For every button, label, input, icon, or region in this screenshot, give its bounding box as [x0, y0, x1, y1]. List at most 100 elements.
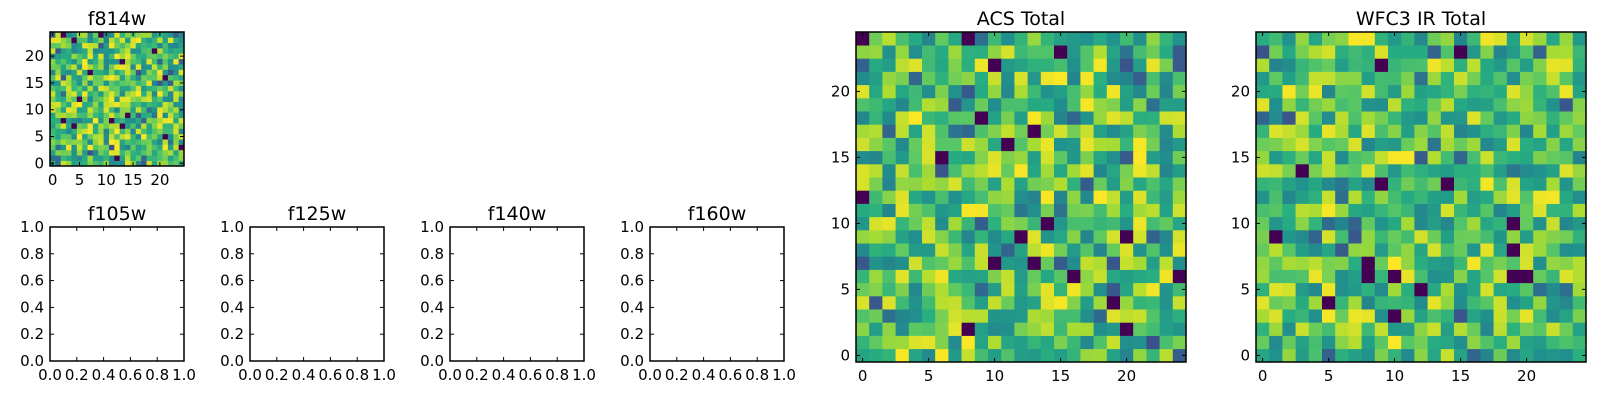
heatmap-cell [1256, 335, 1270, 350]
heatmap-cell [1146, 216, 1160, 231]
heatmap-cell [1493, 58, 1508, 72]
panel-title: WFC3 IR Total [1356, 8, 1486, 30]
heatmap-cell [162, 107, 169, 113]
heatmap-cell [1256, 190, 1270, 204]
heatmap-cell [50, 139, 56, 145]
heatmap-cell [87, 123, 94, 129]
heatmap-cell [125, 117, 131, 124]
heatmap-cell [157, 42, 163, 49]
heatmap-cell [1480, 124, 1494, 138]
heatmap-cell [119, 53, 126, 60]
heatmap-cell [1067, 32, 1081, 46]
heatmap-cell [71, 160, 78, 167]
heatmap-cell [1335, 296, 1349, 310]
heatmap-cell [1546, 84, 1560, 99]
heatmap-cell [1282, 203, 1296, 218]
heatmap-cell [922, 190, 936, 204]
heatmap-cell [1374, 282, 1389, 297]
heatmap-cell [922, 269, 936, 284]
heatmap-cell [908, 177, 923, 191]
heatmap-cell [1014, 216, 1028, 231]
heatmap-cell [1388, 58, 1402, 72]
heatmap-cell [1572, 164, 1587, 178]
heatmap-cell [130, 96, 137, 102]
heatmap-cell [856, 98, 870, 112]
heatmap-cell [55, 85, 62, 92]
heatmap-cell [869, 164, 883, 178]
heatmap-cell [173, 144, 179, 151]
heatmap-cell [135, 128, 142, 135]
heatmap-cell [55, 32, 62, 38]
heatmap-cell [1001, 322, 1015, 336]
heatmap-cell [66, 53, 72, 60]
heatmap-cell [1120, 309, 1134, 323]
heatmap-cell [157, 48, 163, 54]
heatmap-cell [1427, 111, 1442, 125]
heatmap-cell [178, 37, 185, 44]
heatmap-cell [948, 177, 962, 191]
heatmap-cell [1493, 177, 1508, 191]
heatmap-cell [151, 128, 158, 135]
heatmap-cell [1080, 58, 1094, 72]
heatmap-cell [130, 85, 137, 92]
heatmap-cell [1414, 58, 1428, 72]
heatmap-cell [1133, 269, 1147, 284]
heatmap-cell [1133, 58, 1147, 72]
heatmap-cell [71, 69, 78, 76]
heatmap-cell [974, 45, 989, 59]
heatmap-cell [1093, 58, 1108, 72]
heatmap-cell [1506, 164, 1521, 178]
heatmap-cell [882, 124, 896, 138]
heatmap-cell [60, 160, 67, 167]
heatmap-cell [1454, 177, 1468, 191]
y-tick-label: 0.4 [620, 298, 644, 316]
y-tick-label: 15 [1231, 148, 1250, 166]
heatmap-cell [87, 74, 94, 81]
heatmap-cell [1401, 282, 1415, 297]
heatmap-cell [1440, 84, 1455, 99]
heatmap-cell [988, 269, 1002, 284]
heatmap-cell [1374, 216, 1389, 231]
heatmap-cell [1427, 282, 1442, 297]
heatmap-cell [1093, 98, 1108, 112]
heatmap-cell [141, 53, 147, 60]
heatmap-cell [1467, 203, 1481, 218]
heatmap-cell [1533, 124, 1547, 138]
heatmap-cell [1159, 32, 1174, 46]
heatmap-cell [974, 230, 989, 244]
heatmap-cell [1054, 124, 1068, 138]
heatmap-cell [1572, 177, 1587, 191]
heatmap-cell [988, 243, 1002, 257]
heatmap-cell [55, 139, 62, 145]
heatmap-cell [1067, 243, 1081, 257]
heatmap-cell [1014, 150, 1028, 165]
heatmap-cell [1172, 216, 1187, 231]
heatmap-cell [1348, 282, 1362, 297]
heatmap-cell [988, 177, 1002, 191]
heatmap-cell [1401, 84, 1415, 99]
heatmap-cell [1120, 164, 1134, 178]
heatmap-cell [1467, 84, 1481, 99]
heatmap-cell [55, 96, 62, 102]
heatmap-cell [908, 111, 923, 125]
heatmap-cell [114, 128, 120, 135]
heatmap-cell [119, 85, 126, 92]
heatmap-cell [146, 69, 153, 76]
heatmap-cell [1106, 243, 1121, 257]
heatmap-cell [1146, 348, 1160, 363]
heatmap-cell [98, 139, 104, 145]
heatmap-cell [55, 37, 62, 44]
heatmap-cell [1014, 177, 1028, 191]
heatmap-cell [1401, 296, 1415, 310]
heatmap-cell [1027, 124, 1042, 138]
heatmap-cell [1361, 124, 1376, 138]
heatmap-cell [76, 123, 83, 129]
heatmap-cell [1093, 124, 1108, 138]
heatmap-cell [1282, 269, 1296, 284]
heatmap-cell [87, 48, 94, 54]
heatmap-cell [1480, 98, 1494, 112]
heatmap-cell [1256, 98, 1270, 112]
heatmap-cell [1067, 282, 1081, 297]
x-tick-label: 10 [97, 171, 116, 189]
heatmap-cell [895, 58, 910, 72]
